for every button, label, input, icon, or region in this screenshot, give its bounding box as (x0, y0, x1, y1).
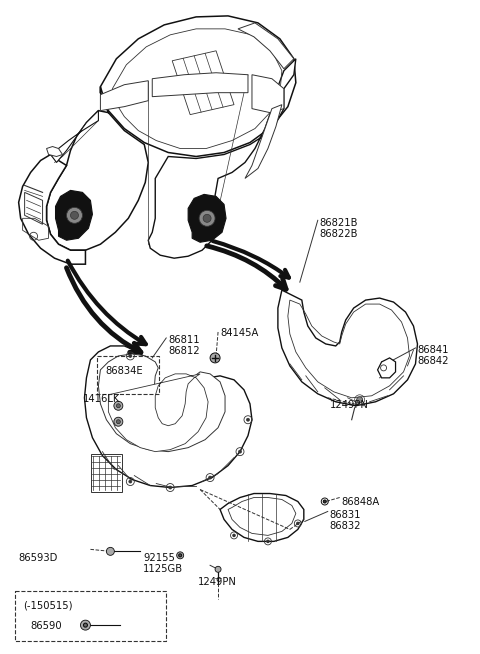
Circle shape (116, 404, 120, 407)
Text: 86593D: 86593D (19, 553, 58, 563)
Polygon shape (238, 23, 294, 69)
Text: 92155: 92155 (144, 553, 175, 563)
Polygon shape (98, 354, 225, 452)
Polygon shape (47, 146, 62, 156)
Text: 86848A: 86848A (342, 496, 380, 506)
Circle shape (215, 566, 221, 572)
Circle shape (129, 480, 132, 483)
Circle shape (107, 547, 114, 555)
Text: 86811: 86811 (168, 335, 200, 345)
Text: 86834E: 86834E (106, 366, 143, 376)
Polygon shape (100, 80, 148, 111)
Circle shape (114, 402, 123, 410)
Text: 1416LK: 1416LK (83, 394, 120, 404)
Circle shape (357, 397, 363, 403)
Text: 86841: 86841 (418, 345, 449, 355)
Circle shape (199, 211, 215, 226)
Polygon shape (108, 374, 208, 452)
Text: 86590: 86590 (31, 621, 62, 631)
Polygon shape (19, 154, 85, 264)
Polygon shape (252, 75, 284, 112)
Circle shape (177, 552, 184, 559)
Circle shape (84, 623, 87, 627)
Polygon shape (152, 73, 248, 97)
Polygon shape (220, 494, 304, 542)
Text: 1249PN: 1249PN (330, 400, 369, 410)
Circle shape (239, 450, 241, 453)
Polygon shape (84, 346, 252, 487)
Text: (-150515): (-150515) (23, 600, 72, 610)
Polygon shape (100, 16, 296, 156)
Circle shape (67, 207, 83, 223)
Text: 86831: 86831 (330, 511, 361, 521)
Polygon shape (56, 190, 93, 240)
Circle shape (247, 419, 250, 421)
Circle shape (203, 215, 211, 222)
Circle shape (209, 476, 212, 479)
Circle shape (297, 523, 299, 525)
Circle shape (114, 417, 123, 426)
Text: 1249PN: 1249PN (198, 577, 237, 587)
Text: 84145A: 84145A (220, 328, 258, 338)
Circle shape (71, 211, 78, 219)
Circle shape (233, 534, 235, 536)
Text: 86812: 86812 (168, 346, 200, 356)
Polygon shape (378, 358, 396, 378)
Circle shape (210, 353, 220, 363)
Circle shape (323, 500, 326, 503)
Circle shape (168, 486, 172, 489)
Circle shape (116, 420, 120, 424)
Text: 86821B: 86821B (320, 218, 358, 228)
Circle shape (129, 354, 132, 358)
Circle shape (267, 540, 269, 543)
Circle shape (81, 620, 90, 630)
Polygon shape (245, 105, 282, 179)
Polygon shape (148, 59, 296, 258)
Text: 86822B: 86822B (320, 230, 358, 239)
Text: 1125GB: 1125GB (144, 564, 183, 574)
Text: 86842: 86842 (418, 356, 449, 366)
Polygon shape (278, 290, 418, 405)
Text: 86832: 86832 (330, 521, 361, 532)
Circle shape (179, 554, 181, 557)
Polygon shape (188, 194, 226, 242)
Polygon shape (47, 87, 148, 250)
Polygon shape (50, 111, 98, 162)
